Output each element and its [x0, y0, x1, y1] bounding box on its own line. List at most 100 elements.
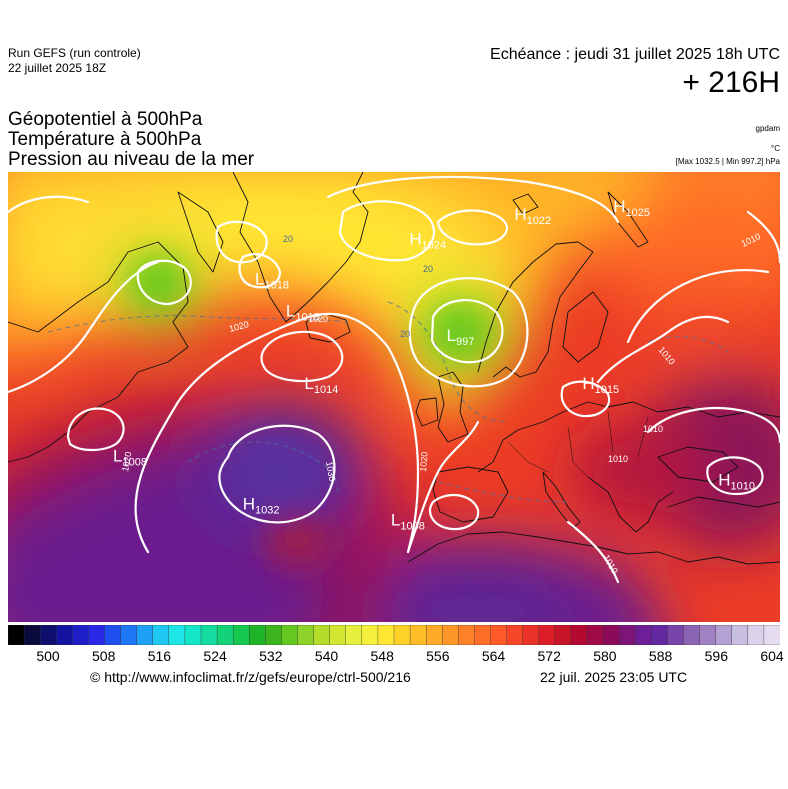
colorbar-swatch	[763, 625, 780, 645]
colorbar-swatch	[618, 625, 636, 645]
coastline-turkey	[667, 496, 780, 508]
coastline-black-sea	[657, 446, 739, 483]
colorbar-swatch	[39, 625, 57, 645]
colorbar-tick-label: 508	[92, 648, 116, 664]
colorbar-tick-label: 500	[36, 648, 60, 664]
colorbar-swatch	[490, 625, 508, 645]
colorbar-tick-label: 580	[593, 648, 617, 664]
colorbar-swatch	[683, 625, 701, 645]
isobar-se	[746, 210, 780, 264]
colorbar-swatch	[313, 625, 331, 645]
coastline-italy	[542, 471, 581, 529]
isotherm-label: 20	[423, 264, 433, 274]
high-pressure-center: H1025	[613, 197, 650, 219]
coastline-svalbard	[512, 193, 539, 215]
colorbar-swatch	[232, 625, 250, 645]
coastline-ireland	[415, 397, 439, 427]
high-pressure-center: H1015	[582, 374, 619, 396]
issued-time: 22 juil. 2025 23:05 UTC	[540, 669, 688, 685]
low-pressure-center: L1018	[286, 302, 320, 324]
isotherm-label: 20	[400, 329, 410, 339]
colorbar-tick-label: 532	[259, 648, 283, 664]
isobar-mid-1010	[596, 315, 730, 384]
parameter-temperature: Température à 500hPa	[8, 129, 202, 150]
contour-label: 1010	[608, 454, 628, 464]
isobar-low-997-outer	[408, 277, 529, 388]
colorbar-tick-label: 548	[370, 648, 394, 664]
contour-label: 1020	[418, 451, 430, 472]
colorbar-swatch	[538, 625, 556, 645]
coastline-britain	[437, 371, 469, 443]
colorbar-swatch	[442, 625, 459, 645]
low-pressure-center: L1018	[255, 270, 289, 292]
colorbar-swatch	[184, 625, 202, 645]
isobar-high-1015	[560, 380, 611, 418]
high-pressure-center: H1032	[243, 495, 280, 517]
isobar-low-1008-west	[66, 407, 125, 452]
contour-label: 1010	[643, 424, 663, 434]
source-credit[interactable]: © http://www.infoclimat.fr/z/gefs/europe…	[90, 669, 411, 685]
colorbar-swatch	[393, 625, 411, 645]
colorbar-swatch	[361, 625, 379, 645]
colorbar-swatch	[88, 625, 105, 645]
colorbar-swatch	[297, 625, 315, 645]
colorbar-tick-label: 596	[704, 648, 728, 664]
isobar-low-greenland	[215, 220, 268, 264]
colorbar-ticks: 500 508 516 524 532 540 548 556 564 572 580 588 596 6…	[8, 648, 783, 666]
colorbar-tick-label: 572	[537, 648, 561, 664]
unit-geopotential: gpdam	[755, 124, 780, 133]
colorbar-swatch	[667, 625, 684, 645]
isobar-low-1014	[260, 330, 344, 383]
coastline-canada	[8, 241, 189, 463]
isobar-east-1010	[626, 269, 770, 344]
coastline-balkans	[587, 476, 674, 533]
pressure-centers: H1032 L1008 L1014 L997 H1024 H1022 H1025 H1015 L…	[113, 197, 755, 532]
low-pressure-center: L1008	[113, 446, 147, 468]
coastline-finland	[562, 291, 609, 363]
colorbar-swatch	[72, 625, 89, 645]
coastline-north-africa	[407, 531, 780, 565]
parameter-geopotential: Géopotentiel à 500hPa	[8, 109, 203, 130]
high-pressure-center: H1010	[718, 470, 755, 492]
isotherm-labels: 20 20 20	[283, 234, 433, 339]
isobar-1020-east-ridge	[406, 420, 480, 554]
colorbar-swatch	[522, 625, 540, 645]
colorbar-swatch	[554, 625, 572, 645]
colorbar-swatch	[152, 625, 170, 645]
colorbar-swatch	[120, 625, 138, 645]
isobar-north-arc	[326, 175, 620, 224]
colorbar	[8, 625, 780, 645]
low-pressure-center: L1014	[304, 374, 338, 396]
coastline-iberia	[432, 466, 509, 523]
forecast-horizon: + 216H	[682, 66, 780, 99]
isobar-high-1030	[218, 424, 336, 524]
colorbar-swatch	[586, 625, 604, 645]
low-pressure-center: L997	[447, 326, 475, 348]
isobar-east-1010-lower	[646, 406, 780, 444]
isobars	[8, 175, 780, 584]
colorbar-tick-label: 524	[203, 648, 227, 664]
colorbar-swatch	[506, 625, 524, 645]
colorbar-swatch	[168, 625, 186, 645]
contour-label: 1030	[324, 461, 337, 482]
contour-label: 1020	[120, 451, 133, 472]
high-pressure-center: H1022	[514, 205, 551, 227]
colorbar-swatch	[715, 625, 733, 645]
colorbar-swatch	[281, 625, 299, 645]
colorbar-tick-label: 588	[648, 648, 673, 664]
isobar-low-greenland-2	[238, 253, 282, 289]
isobar-low-997	[430, 299, 504, 364]
coastline-baffin	[177, 191, 224, 273]
isobar-nw	[8, 195, 90, 214]
contour-label: 1020	[308, 314, 328, 324]
colorbar-swatch	[458, 625, 475, 645]
colorbar-swatch	[8, 625, 25, 645]
run-name: Run GEFS (run controle)	[8, 46, 141, 60]
unit-temperature: °C	[771, 144, 780, 153]
colorbar-swatch	[23, 625, 41, 645]
colorbar-swatch	[377, 625, 395, 645]
colorbar-swatch	[474, 625, 492, 645]
parameter-pressure: Pression au niveau de la mer	[8, 149, 255, 170]
colorbar-swatch	[570, 625, 588, 645]
colorbar-swatch	[635, 625, 652, 645]
